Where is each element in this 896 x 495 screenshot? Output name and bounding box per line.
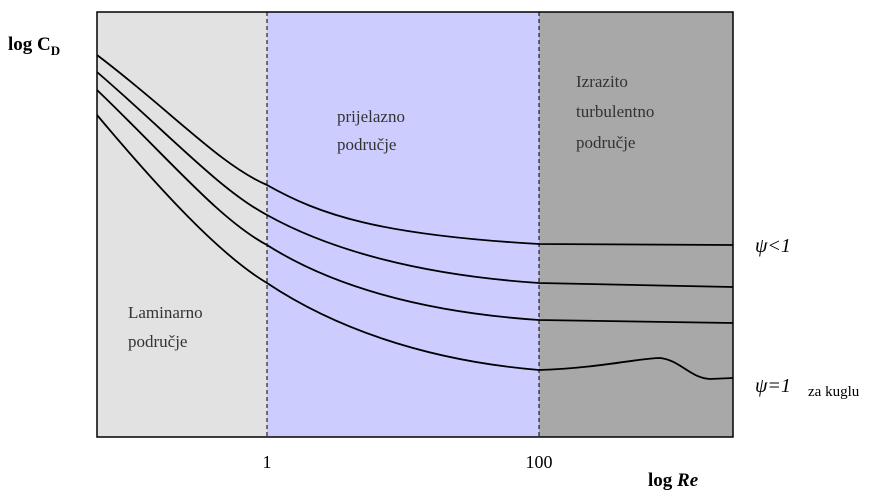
- x-axis-label: log Re: [648, 470, 699, 491]
- curve-note: za kuglu: [808, 384, 860, 400]
- region-label: područje: [337, 135, 396, 154]
- curve: [96, 54, 734, 246]
- region-label: prijelazno: [337, 107, 405, 126]
- x-tick-label: 100: [526, 452, 553, 472]
- x-tick-label: 1: [263, 452, 272, 472]
- curve: [96, 89, 734, 324]
- y-axis-label: log CD: [8, 34, 60, 58]
- y-label-sub: D: [51, 43, 60, 58]
- region-label: Izrazito: [576, 72, 628, 91]
- transition-region: [267, 12, 539, 437]
- region-label: turbulentno: [576, 102, 654, 121]
- y-label-text: log C: [8, 34, 51, 55]
- curve-label: ψ<1: [755, 235, 791, 257]
- x-label-text: log: [648, 470, 673, 491]
- plot-frame: [96, 11, 734, 438]
- region-label: Laminarno: [128, 303, 203, 322]
- curve: [96, 71, 734, 288]
- curve: [96, 114, 734, 380]
- x-label-var: Re: [676, 470, 699, 491]
- laminar-region: [97, 12, 267, 437]
- turbulent-region: [539, 12, 733, 437]
- region-label: područje: [128, 332, 187, 351]
- curve-label: ψ=1: [755, 375, 791, 397]
- region-label: područje: [576, 133, 635, 152]
